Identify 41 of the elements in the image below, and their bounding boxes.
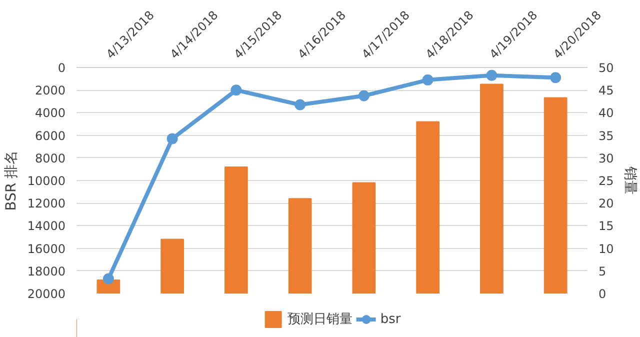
y-tick-label: 2000 <box>34 84 66 98</box>
y-tick-label: 10000 <box>27 174 66 188</box>
y2-tick-label: 20 <box>598 196 614 211</box>
y-tick-label: 14000 <box>27 219 66 234</box>
y2-axis-title: 销量 <box>622 166 638 194</box>
bar <box>224 166 248 294</box>
y2-tick-label: 25 <box>598 174 614 188</box>
y-tick-label: 6000 <box>34 128 66 143</box>
y-tick-label: 20000 <box>27 287 66 301</box>
y-axis-title: BSR 排名 <box>3 150 20 211</box>
bar <box>416 121 440 294</box>
y2-tick-label: 30 <box>598 151 614 166</box>
y-tick-label: 8000 <box>34 151 66 166</box>
legend-label: 预测日销量 <box>287 311 352 328</box>
bar <box>352 182 376 294</box>
y-tick-label: 16000 <box>27 242 66 256</box>
bar <box>544 97 568 294</box>
y2-tick-label: 40 <box>598 106 614 120</box>
y-tick-label: 18000 <box>27 264 66 278</box>
bar <box>288 198 312 294</box>
point <box>230 84 242 96</box>
y-tick-label: 4000 <box>34 106 66 120</box>
point <box>102 273 114 284</box>
bar <box>160 238 184 294</box>
bar <box>480 84 504 294</box>
point <box>166 133 178 144</box>
point <box>422 74 434 86</box>
point <box>486 70 498 81</box>
point <box>294 99 306 110</box>
y2-tick-label: 10 <box>598 242 614 256</box>
y-tick-label: 12000 <box>27 196 66 211</box>
point <box>550 72 562 84</box>
y2-tick-label: 5 <box>598 264 606 278</box>
legend-label: bsr <box>380 312 401 326</box>
y2-tick-label: 15 <box>598 219 614 234</box>
point <box>358 90 370 102</box>
y2-tick-label: 50 <box>598 61 614 75</box>
y2-tick-label: 35 <box>598 128 614 143</box>
y2-tick-label: 0 <box>598 287 606 301</box>
y-tick-label: 0 <box>58 61 66 75</box>
y2-tick-label: 45 <box>598 84 614 98</box>
